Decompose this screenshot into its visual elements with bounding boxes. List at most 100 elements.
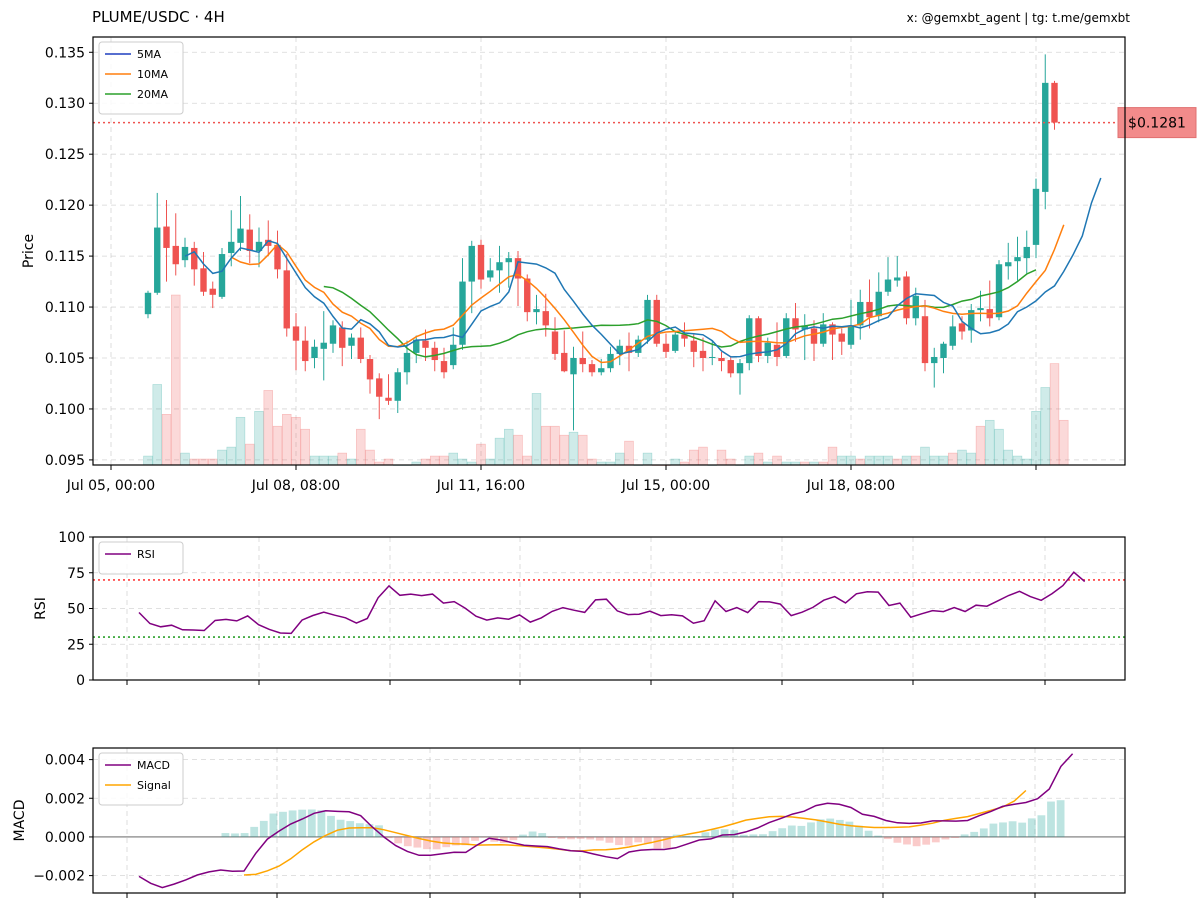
volume-bar [291, 416, 301, 466]
macd-histogram-bar [883, 836, 892, 840]
price-xtick-label: Jul 15, 00:00 [621, 478, 710, 494]
macd-histogram-bar [231, 833, 239, 837]
macd-histogram-bar [893, 836, 902, 843]
volume-bar [568, 431, 579, 466]
macd-histogram-bar [1027, 818, 1036, 837]
volume-bar [911, 455, 921, 466]
macd-ylabel: MACD [12, 800, 28, 842]
candle-body [357, 337, 364, 360]
candle-body [1005, 262, 1012, 267]
volume-bar [245, 443, 255, 466]
price-panel-frame [92, 36, 1126, 466]
macd-histogram-bar [970, 831, 979, 837]
volume-bar [263, 390, 273, 466]
candle-body [995, 264, 1003, 318]
macd-histogram-bar [259, 820, 268, 837]
last-price-label: $0.1281 [1128, 116, 1186, 132]
volume-bar [948, 452, 958, 466]
candle-body [551, 331, 559, 354]
macd-histogram-bar [221, 833, 230, 837]
macd-histogram-bar [432, 836, 441, 850]
candle-body [413, 339, 420, 353]
legend-label-signal: Signal [137, 779, 171, 792]
macd-histogram-bar [461, 836, 470, 846]
candle-body [450, 344, 457, 366]
candle-body [339, 327, 346, 348]
candle-body [764, 342, 771, 356]
macd-histogram-bar [557, 836, 566, 839]
volume-bar [901, 455, 912, 466]
macd-histogram-bar [903, 836, 911, 845]
candle-body [884, 279, 892, 292]
rsi-legend-box [98, 541, 184, 575]
candle-body [403, 352, 411, 373]
candle-body [218, 254, 226, 297]
ma20-line [323, 269, 1037, 358]
macd-histogram-bar [711, 829, 719, 837]
chart-title: PLUME/USDC · 4H [92, 8, 225, 26]
volume-bar [282, 413, 292, 466]
macd-histogram-bar [413, 836, 422, 848]
macd-histogram-bar [855, 825, 863, 837]
volume-bar [161, 413, 172, 466]
candle-body [801, 325, 808, 330]
candle-body [487, 270, 494, 278]
candle-body [477, 244, 485, 280]
volume-bar [624, 440, 634, 466]
volume-bar [975, 425, 986, 466]
candle-body [810, 328, 818, 344]
volume-bar [559, 434, 569, 466]
candle-body [302, 340, 309, 362]
price-ytick-label: 0.100 [45, 402, 85, 418]
volume-bar [753, 452, 764, 466]
candle-body [570, 358, 577, 375]
price-xtick-label: Jul 08, 08:00 [251, 478, 340, 494]
volume-bar [1012, 455, 1023, 466]
price-ylabel: Price [21, 234, 37, 268]
macd-histogram-bar [240, 833, 249, 837]
macd-histogram-bar [595, 836, 604, 841]
macd-histogram-bar [720, 829, 729, 837]
macd-histogram-bar [307, 809, 316, 837]
macd-histogram-bar [643, 836, 652, 844]
candle-body [690, 340, 697, 352]
macd-histogram-bar [931, 836, 940, 843]
macd-histogram-bar [547, 836, 556, 838]
macd-histogram-bar [586, 836, 595, 840]
volume-bar [448, 452, 458, 466]
macd-histogram-bar [451, 836, 460, 846]
candle-body [468, 245, 475, 282]
candle-body [265, 239, 272, 246]
macd-histogram-bar [384, 836, 393, 839]
volume-bar [485, 458, 495, 466]
macd-histogram-bar [826, 818, 835, 837]
macd-histogram-bar [768, 831, 777, 837]
candle-body [792, 318, 799, 330]
macd-histogram-bar [250, 826, 259, 837]
volume-bar [365, 449, 375, 466]
volume-bar [920, 446, 930, 466]
volume-bar [171, 294, 181, 466]
volume-bar [578, 434, 588, 466]
macd-histogram-bar [480, 836, 489, 838]
candle-body [376, 378, 383, 397]
macd-ytick-label: 0.000 [45, 830, 85, 846]
macd-histogram-bar [682, 835, 691, 837]
candle-body [385, 397, 392, 401]
volume-bar [541, 425, 551, 466]
volume-bar [957, 449, 967, 466]
candle-body [746, 318, 753, 364]
macd-histogram-bar [663, 836, 671, 849]
candle-body [431, 347, 438, 361]
volume-bar [309, 455, 320, 466]
candle-body [894, 277, 901, 281]
volume-bar [670, 458, 680, 466]
macd-histogram-bar [394, 836, 403, 844]
candle-body [542, 311, 549, 326]
ma5-line [184, 177, 1102, 358]
macd-histogram-bar [365, 824, 374, 837]
volume-bar [550, 425, 560, 466]
candle-body [191, 247, 198, 270]
candle-body [348, 337, 355, 346]
macd-histogram-bar [442, 836, 451, 848]
